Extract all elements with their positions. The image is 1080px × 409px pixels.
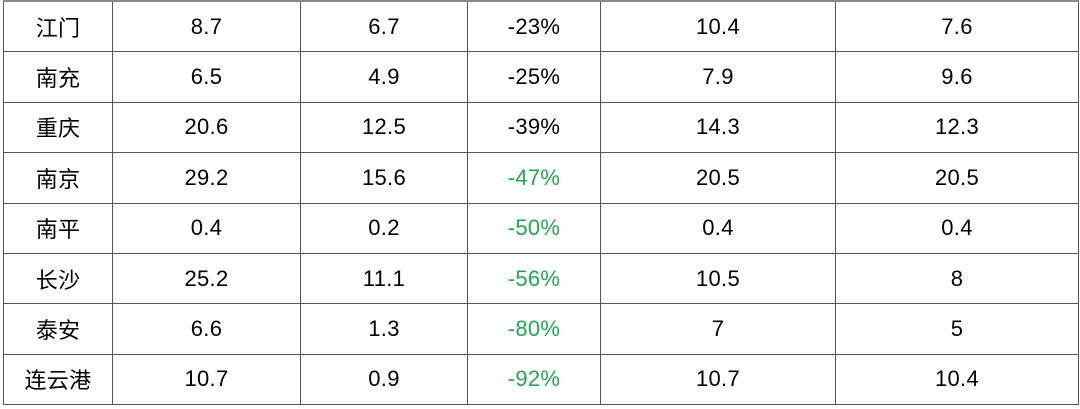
value-cell: 6.5 bbox=[112, 51, 301, 103]
data-table: 江门 8.7 6.7 -23% 10.4 7.6 南充 6.5 4.9 -25% 7.9 9.6 重庆 2… bbox=[3, 0, 1079, 406]
value-cell: 0.4 bbox=[600, 202, 836, 254]
value-cell: 7.9 bbox=[600, 51, 836, 103]
table-body: 江门 8.7 6.7 -23% 10.4 7.6 南充 6.5 4.9 -25% 7.9 9.6 重庆 2… bbox=[3, 0, 1079, 406]
value-cell: 7 bbox=[600, 303, 836, 355]
value-cell: 25.2 bbox=[112, 252, 301, 305]
value-cell: 9.6 bbox=[835, 51, 1079, 103]
value-cell: 20.5 bbox=[600, 152, 836, 204]
value-cell: 10.4 bbox=[600, 0, 836, 53]
city-cell: 长沙 bbox=[3, 252, 113, 305]
pct-change-cell: -56% bbox=[467, 252, 601, 305]
pct-change-cell: -47% bbox=[467, 152, 601, 204]
city-cell: 连云港 bbox=[3, 353, 113, 406]
value-cell: 0.9 bbox=[300, 353, 468, 406]
value-cell: 0.4 bbox=[835, 202, 1079, 254]
value-cell: 0.4 bbox=[112, 202, 301, 254]
table-row: 重庆 20.6 12.5 -39% 14.3 12.3 bbox=[3, 101, 1079, 154]
value-cell: 1.3 bbox=[300, 303, 468, 355]
table-row: 长沙 25.2 11.1 -56% 10.5 8 bbox=[3, 252, 1079, 305]
value-cell: 10.7 bbox=[600, 353, 836, 406]
table-row: 南京 29.2 15.6 -47% 20.5 20.5 bbox=[3, 152, 1079, 204]
value-cell: 6.7 bbox=[300, 0, 468, 53]
pct-change-cell: -92% bbox=[467, 353, 601, 406]
value-cell: 12.3 bbox=[835, 101, 1079, 154]
value-cell: 29.2 bbox=[112, 152, 301, 204]
city-cell: 江门 bbox=[3, 0, 113, 53]
value-cell: 5 bbox=[835, 303, 1079, 355]
value-cell: 10.7 bbox=[112, 353, 301, 406]
pct-change-cell: -80% bbox=[467, 303, 601, 355]
pct-change-cell: -39% bbox=[467, 101, 601, 154]
table-row: 江门 8.7 6.7 -23% 10.4 7.6 bbox=[3, 0, 1079, 53]
value-cell: 20.5 bbox=[835, 152, 1079, 204]
city-cell: 南平 bbox=[3, 202, 113, 254]
pct-change-cell: -25% bbox=[467, 51, 601, 103]
city-cell: 重庆 bbox=[3, 101, 113, 154]
value-cell: 4.9 bbox=[300, 51, 468, 103]
value-cell: 12.5 bbox=[300, 101, 468, 154]
value-cell: 14.3 bbox=[600, 101, 836, 154]
city-cell: 泰安 bbox=[3, 303, 113, 355]
value-cell: 10.4 bbox=[835, 353, 1079, 406]
table-row: 南充 6.5 4.9 -25% 7.9 9.6 bbox=[3, 51, 1079, 103]
value-cell: 6.6 bbox=[112, 303, 301, 355]
table-row: 连云港 10.7 0.9 -92% 10.7 10.4 bbox=[3, 353, 1079, 406]
value-cell: 8 bbox=[835, 252, 1079, 305]
value-cell: 11.1 bbox=[300, 252, 468, 305]
value-cell: 7.6 bbox=[835, 0, 1079, 53]
table-row: 南平 0.4 0.2 -50% 0.4 0.4 bbox=[3, 202, 1079, 254]
city-cell: 南京 bbox=[3, 152, 113, 204]
city-cell: 南充 bbox=[3, 51, 113, 103]
value-cell: 8.7 bbox=[112, 0, 301, 53]
table-row: 泰安 6.6 1.3 -80% 7 5 bbox=[3, 303, 1079, 355]
pct-change-cell: -50% bbox=[467, 202, 601, 254]
value-cell: 20.6 bbox=[112, 101, 301, 154]
pct-change-cell: -23% bbox=[467, 0, 601, 53]
value-cell: 0.2 bbox=[300, 202, 468, 254]
value-cell: 15.6 bbox=[300, 152, 468, 204]
value-cell: 10.5 bbox=[600, 252, 836, 305]
